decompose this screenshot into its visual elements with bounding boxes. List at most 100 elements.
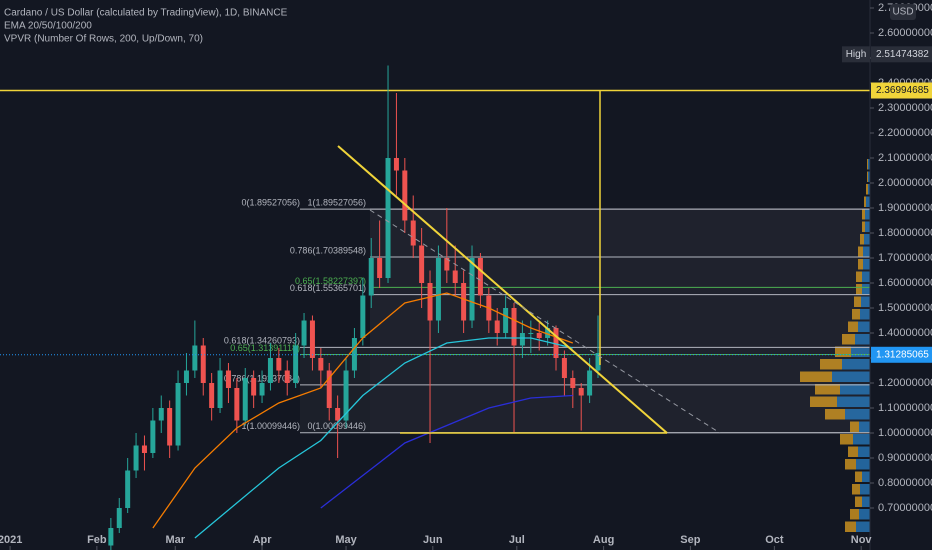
candle-body	[167, 408, 173, 446]
ema-line	[320, 394, 573, 509]
y-tick-label: 2.10000000	[878, 152, 932, 164]
y-tick-label: 1.00000000	[878, 427, 932, 439]
trend-line	[337, 145, 668, 434]
price-tag-label: 1.31285065	[876, 349, 929, 360]
price-tag-label: 2.51474382	[876, 49, 929, 60]
candle-body	[242, 378, 248, 421]
ema-line	[194, 337, 573, 539]
volume-up	[863, 259, 870, 270]
volume-up	[856, 521, 870, 532]
x-tick-label: May	[335, 534, 357, 546]
candle-body	[595, 353, 601, 371]
x-tick-label: Mar	[165, 534, 185, 546]
candle-body	[318, 358, 324, 371]
volume-up	[853, 434, 870, 445]
price-tag	[871, 46, 932, 63]
fib-label: 0.618(1.55365701)	[290, 283, 366, 293]
ema-line	[152, 292, 574, 529]
volume-up	[858, 321, 870, 332]
x-tick-label: Apr	[253, 534, 273, 546]
candle-body	[267, 358, 273, 383]
candle-body	[444, 258, 450, 271]
volume-down	[866, 184, 868, 195]
y-tick-label: 1.70000000	[878, 252, 932, 264]
volume-up	[866, 196, 870, 207]
volume-down	[864, 196, 866, 207]
fib-label: 0.65(1.58227397)	[295, 276, 366, 286]
volume-up	[855, 334, 870, 345]
volume-down	[825, 409, 845, 420]
currency-box[interactable]	[890, 4, 916, 20]
volume-down	[845, 459, 856, 470]
volume-down	[800, 371, 832, 382]
volume-down	[852, 484, 860, 495]
y-tick-label: 1.90000000	[878, 202, 932, 214]
volume-down	[858, 246, 863, 257]
fib-label: 1(1.00099446)	[241, 421, 300, 431]
candle-body	[419, 245, 425, 283]
x-tick-label: Jul	[509, 534, 525, 546]
volume-down	[852, 309, 860, 320]
volume-down	[845, 521, 856, 532]
candle-body	[251, 378, 257, 396]
high-label: High	[846, 49, 867, 60]
volume-up	[865, 209, 870, 220]
candle-body	[385, 158, 391, 278]
candle-body	[578, 388, 584, 396]
candle-body	[284, 370, 290, 383]
volume-up	[865, 221, 870, 232]
volume-up	[862, 496, 870, 507]
volume-down	[842, 334, 855, 345]
candle-body	[108, 528, 114, 546]
candle-body	[377, 258, 383, 278]
currency[interactable]: USD	[892, 7, 913, 18]
candle-body	[141, 445, 147, 453]
candle-body	[293, 345, 299, 383]
candle-body	[452, 270, 458, 283]
volume-up	[845, 409, 870, 420]
candle-body	[150, 420, 156, 453]
x-tick-label: Oct	[765, 534, 784, 546]
y-tick-label: 1.60000000	[878, 277, 932, 289]
volume-down	[860, 234, 864, 245]
fib-label: 1(1.89527056)	[307, 198, 366, 208]
candle-body	[234, 388, 240, 421]
x-tick-label: Nov	[851, 534, 873, 546]
volume-up	[864, 234, 870, 245]
volume-down	[848, 321, 858, 332]
volume-up	[862, 284, 870, 295]
fib-label: 0(1.00099446)	[307, 421, 366, 431]
volume-down	[820, 359, 842, 370]
volume-down	[856, 284, 862, 295]
candle-body	[200, 345, 206, 383]
volume-down	[858, 259, 863, 270]
high-label-box	[842, 46, 870, 63]
y-tick-label: 2.30000000	[878, 102, 932, 114]
volume-up	[868, 171, 870, 182]
candle-body	[368, 258, 374, 296]
volume-up	[832, 371, 870, 382]
volume-down	[815, 384, 840, 395]
candle-body	[217, 370, 223, 408]
price-tag-label: 2.36994685	[876, 85, 929, 96]
price-tag	[871, 346, 932, 363]
indicator-label: EMA 20/50/100/200	[4, 21, 92, 32]
fib-label: 0.65(1.31391118)	[230, 343, 300, 353]
y-tick-label: 2.00000000	[878, 177, 932, 189]
volume-down	[855, 496, 862, 507]
candle-body	[536, 333, 542, 338]
fib-zone	[300, 347, 370, 433]
volume-down	[854, 296, 861, 307]
candle-body	[343, 370, 349, 421]
candle-body	[183, 370, 189, 383]
candle-body	[192, 345, 198, 371]
volume-down	[835, 346, 851, 357]
candle-body	[175, 383, 181, 446]
volume-down	[810, 396, 837, 407]
candle-body	[511, 308, 517, 346]
fib-label: 0.618(1.34260793)	[224, 336, 300, 346]
volume-up	[858, 446, 870, 457]
volume-down	[862, 209, 865, 220]
